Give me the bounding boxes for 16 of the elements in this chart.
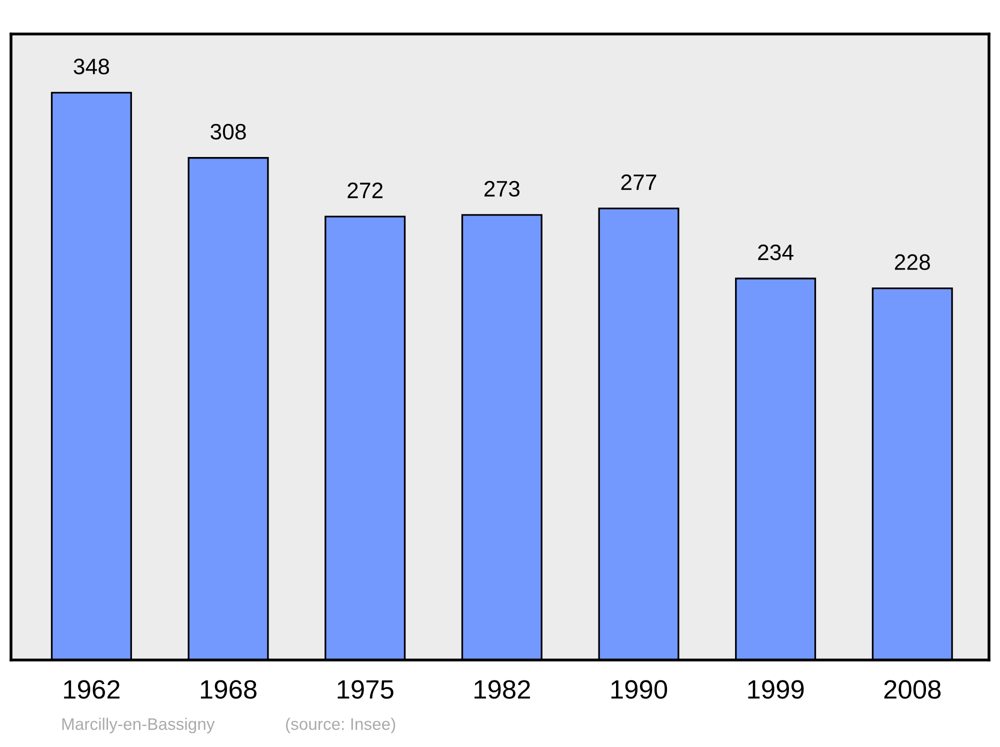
- data-label: 228: [894, 254, 930, 270]
- x-tick-label: 1982: [474, 680, 530, 699]
- x-tick-label: 1990: [611, 680, 668, 699]
- x-tick-label: 1962: [64, 680, 120, 699]
- x-tick-label: 1968: [200, 680, 256, 699]
- data-label: 308: [210, 124, 246, 140]
- data-label: 234: [758, 244, 794, 260]
- x-tick-label: 1999: [748, 680, 804, 699]
- x-tick-label: 2008: [884, 680, 941, 699]
- text: (source: Insee): [286, 718, 396, 734]
- data-label: 277: [621, 174, 656, 190]
- data-label: 273: [484, 180, 520, 197]
- text: Marcilly-en-Bassigny: [62, 718, 215, 734]
- data-label: 272: [348, 182, 383, 198]
- data-label: 348: [74, 58, 110, 74]
- x-tick-label: 1975: [338, 680, 394, 699]
